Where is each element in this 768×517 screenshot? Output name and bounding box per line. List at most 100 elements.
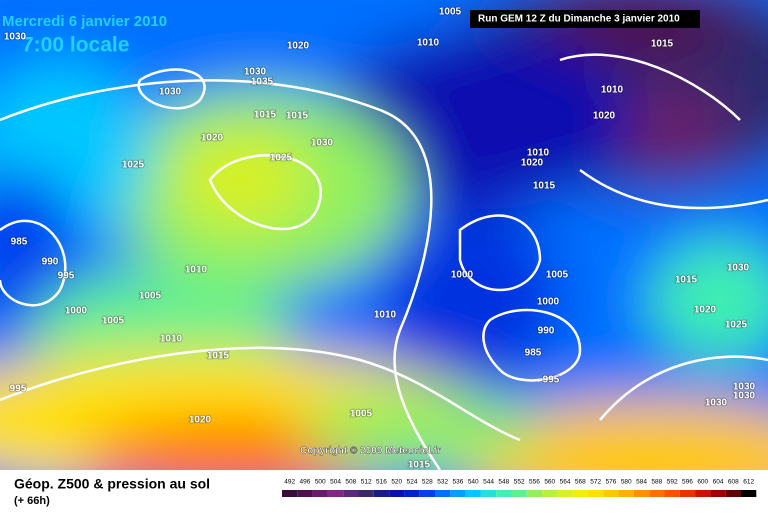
isobar-label: 1005: [139, 291, 162, 302]
isobar-label: 1030: [4, 32, 27, 43]
isobar-label: 1030: [733, 391, 756, 402]
color-swatch: [618, 490, 634, 497]
color-swatch: [526, 490, 543, 497]
run: Run GEM 12 Z du Dimanche 3 janvier 2010: [478, 14, 680, 25]
level-label: 588: [651, 479, 662, 486]
isobar-label: 1010: [160, 334, 183, 345]
color-swatch: [664, 490, 680, 497]
isobar-label: 1015: [254, 110, 277, 121]
level-label: 528: [422, 479, 433, 486]
isobar-label: 1010: [417, 38, 440, 49]
color-swatch: [557, 490, 573, 497]
level-label: 584: [636, 479, 647, 486]
date: Mercredi 6 janvier 2010: [2, 13, 167, 30]
color-swatch: [572, 490, 588, 497]
color-swatch: [358, 490, 374, 497]
isobar-label: 1020: [287, 41, 310, 52]
level-label: 600: [697, 479, 708, 486]
color-swatch: [649, 490, 665, 497]
isobars: [0, 53, 768, 471]
level-label: 576: [606, 479, 617, 486]
color-swatch: [312, 490, 328, 497]
isobar-label: 995: [58, 271, 75, 282]
isobar-label: 1000: [537, 297, 560, 308]
level-label: 516: [376, 479, 387, 486]
color-swatch: [741, 490, 757, 497]
level-label: 540: [468, 479, 479, 486]
isobar-label: 1020: [189, 415, 212, 426]
isobar-label: 1025: [270, 153, 293, 164]
isobar-label: 995: [10, 384, 27, 395]
color-swatch: [695, 490, 711, 497]
color-swatch: [343, 490, 359, 497]
level-label: 504: [330, 479, 341, 486]
color-swatch: [404, 490, 420, 497]
color-swatch: [465, 490, 481, 497]
level-label: 524: [407, 479, 418, 486]
isobar-label: 1025: [725, 320, 748, 331]
level-label: 568: [575, 479, 586, 486]
isobar-label: 1020: [694, 305, 717, 316]
isobar-label: 1010: [527, 148, 550, 159]
color-swatch: [419, 490, 435, 497]
run-box: [470, 10, 700, 28]
color-swatch: [282, 490, 298, 497]
color-swatch: [603, 490, 619, 497]
isobar-label: 1035: [251, 77, 274, 88]
isobar-label: 1025: [122, 160, 145, 171]
isobar-label: 1005: [546, 270, 569, 281]
isobar-label: 1015: [675, 275, 698, 286]
level-label: 544: [483, 479, 494, 486]
isobar-label: 1030: [705, 398, 728, 409]
footer-title: Géop. Z500 & pression au sol: [14, 476, 210, 492]
color-swatch: [588, 490, 604, 497]
color-swatch: [297, 490, 313, 497]
isobar-label: 1015: [286, 111, 309, 122]
copyright: Copyright © 2009 Meteociel.fr: [300, 446, 441, 457]
isobar-label: 1000: [65, 306, 88, 317]
isobar-label: 995: [543, 375, 560, 386]
level-label: 532: [437, 479, 448, 486]
level-label: 496: [300, 479, 311, 486]
color-swatch: [373, 490, 390, 497]
color-swatch: [435, 490, 451, 497]
isobar-label: 985: [11, 237, 28, 248]
color-swatch: [496, 490, 512, 497]
level-label: 592: [667, 479, 678, 486]
color-swatch: [450, 490, 466, 497]
level-label: 596: [682, 479, 693, 486]
level-label: 536: [453, 479, 464, 486]
isobar-label: 1030: [244, 67, 267, 78]
level-label: 512: [361, 479, 372, 486]
isobar-label: 1010: [374, 310, 397, 321]
level-label: 520: [391, 479, 402, 486]
isobar-label: 1015: [533, 181, 556, 192]
level-label: 604: [713, 479, 724, 486]
time: 7:00 locale: [22, 34, 129, 57]
isobar-label: 990: [538, 326, 555, 337]
color-swatch: [633, 490, 650, 497]
level-label: 572: [590, 479, 601, 486]
isobar-label: 1030: [311, 138, 334, 149]
isobar-label: 1015: [207, 351, 230, 362]
footer-lead: (+ 66h): [14, 495, 50, 507]
color-swatch: [480, 490, 497, 497]
isobar-label: 1030: [159, 87, 182, 98]
isobar-label: 1020: [521, 158, 544, 169]
color-swatch: [389, 490, 405, 497]
level-label: 580: [621, 479, 632, 486]
level-label: 492: [284, 479, 295, 486]
level-label: 564: [560, 479, 571, 486]
isobar-label: 1020: [593, 111, 616, 122]
isobar-label: 1005: [439, 7, 462, 18]
isobar-label: 990: [42, 257, 59, 268]
isobar-label: 1015: [408, 460, 431, 471]
isobar-label: 1010: [185, 265, 208, 276]
isobar-label: 1005: [350, 409, 373, 420]
color-swatch: [327, 490, 344, 497]
colorbar: 492 496 500 504 508 512 516 520 524 528 532 536 540 5…: [282, 479, 757, 497]
